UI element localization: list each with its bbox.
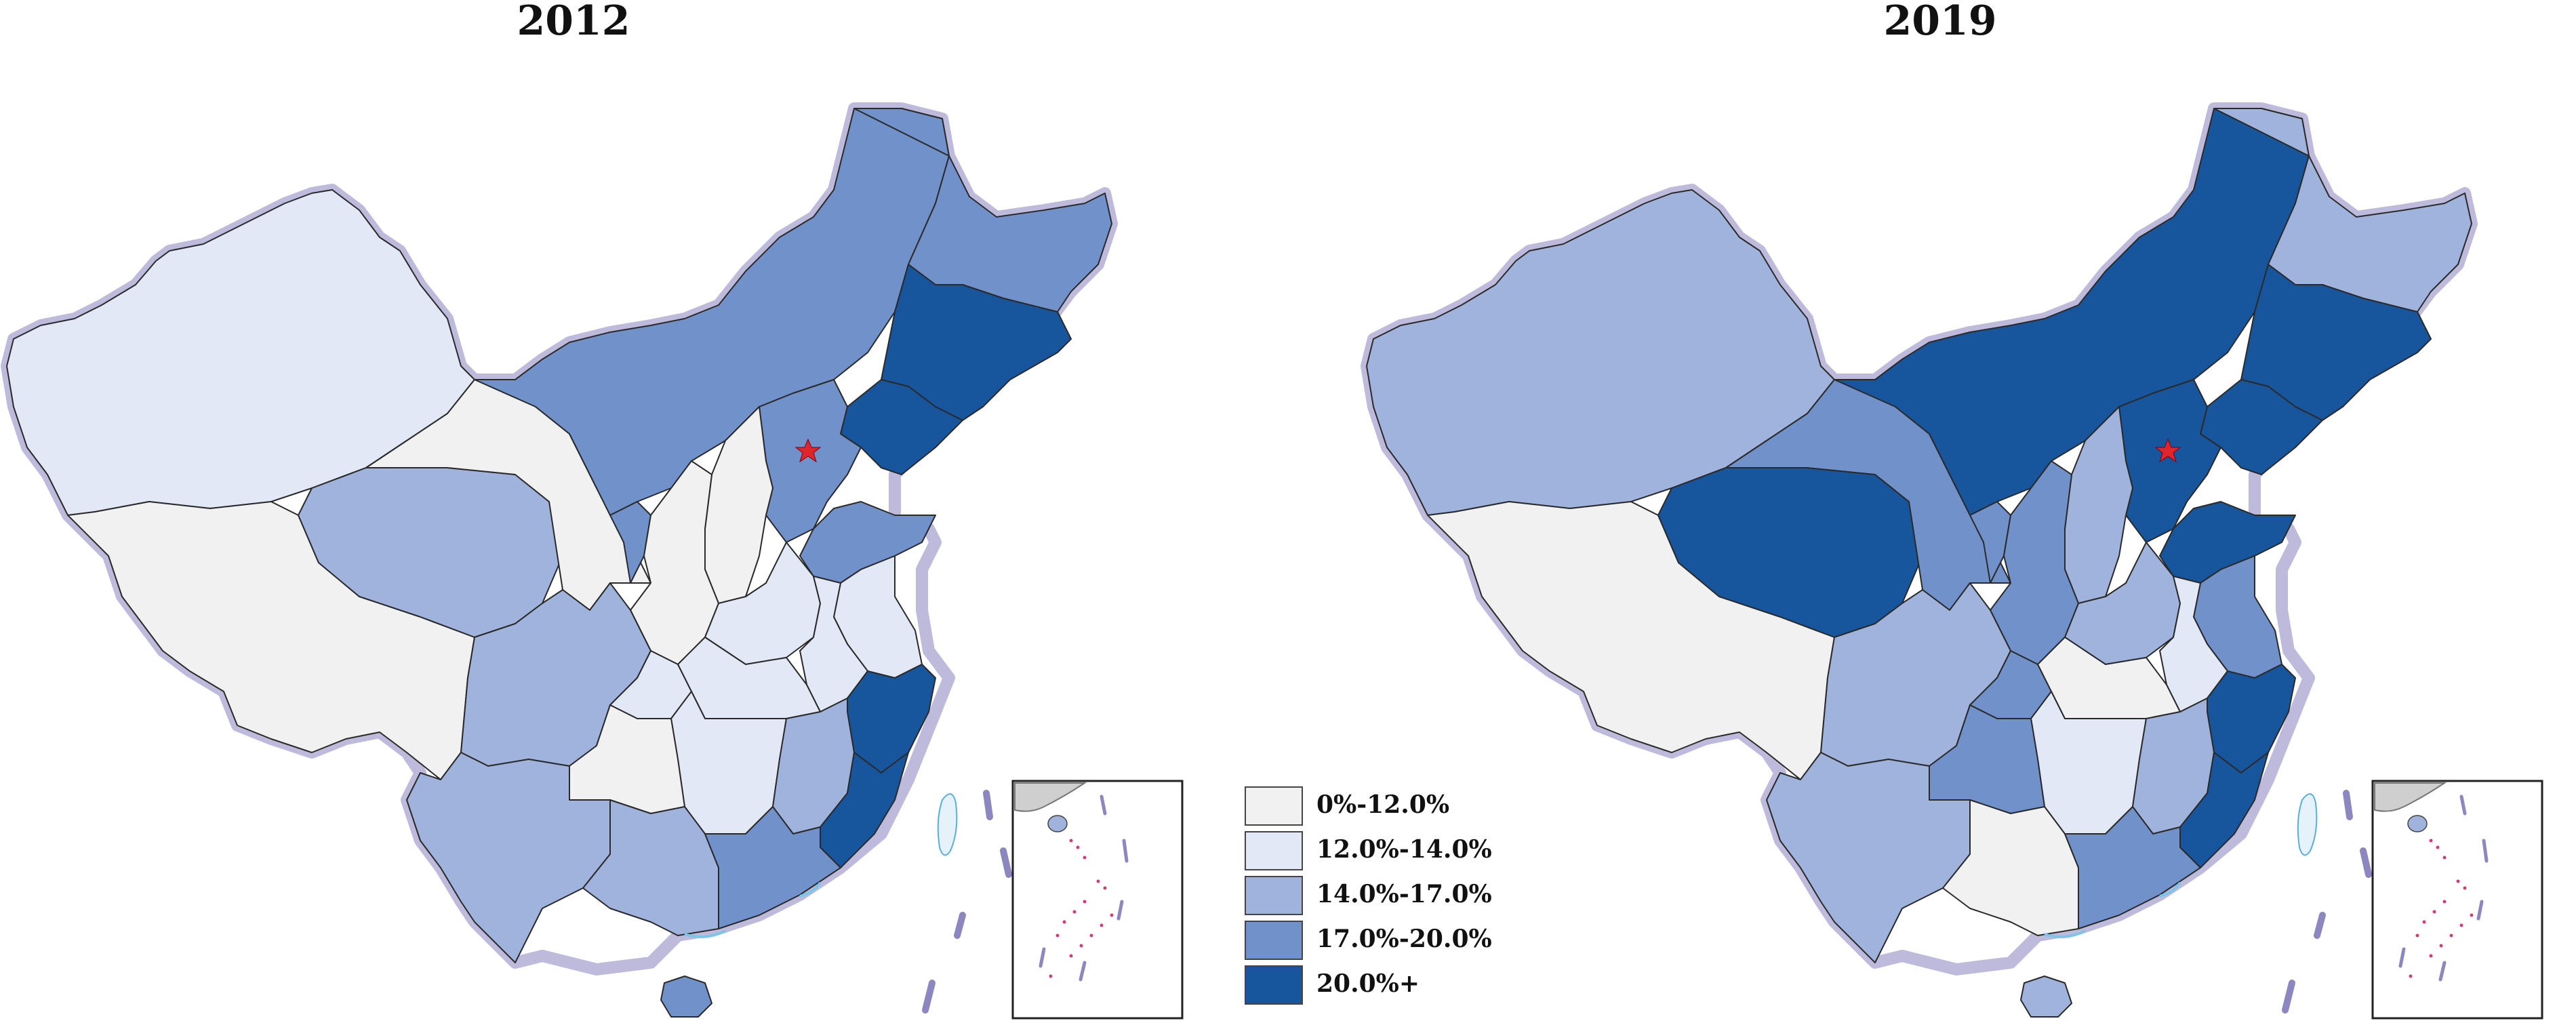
capital-star-icon — [2154, 438, 2181, 463]
coastline-accent — [2044, 881, 2181, 938]
region-tibet — [1427, 501, 1835, 780]
legend-label: 17.0%-20.0% — [1316, 925, 1492, 953]
sea-boundary-dash — [2360, 847, 2372, 878]
coastline-accent — [684, 881, 822, 938]
legend-item: 17.0%-20.0% — [1245, 921, 1516, 963]
legend-label: 14.0%-17.0% — [1316, 880, 1492, 908]
legend-swatch — [1245, 831, 1303, 870]
sea-boundary-dash — [1000, 847, 1012, 878]
region-hainan — [660, 976, 712, 1018]
region-guangxi — [582, 799, 719, 936]
legend-swatch — [1245, 876, 1303, 915]
south-china-sea-inset — [1011, 780, 1184, 1020]
choropleth-map-2012 — [1, 102, 1184, 1020]
legend-label: 0%-12.0% — [1316, 790, 1450, 819]
region-fujian — [820, 752, 909, 868]
sea-boundary-dash — [983, 790, 993, 820]
region-yunnan — [406, 752, 611, 963]
legend-swatch — [1245, 921, 1303, 960]
legend-item: 14.0%-17.0% — [1245, 876, 1516, 918]
choropleth-map-2019 — [1361, 102, 2543, 1020]
legend-item: 12.0%-14.0% — [1245, 831, 1516, 873]
taiwan-island — [2297, 793, 2318, 856]
region-guangdong — [704, 806, 841, 929]
region-tibet — [67, 501, 475, 780]
sea-boundary-dash — [954, 912, 966, 939]
sea-boundary-dash — [2282, 980, 2295, 1013]
sea-boundary-dash — [922, 980, 935, 1013]
map-title-2012: 2012 — [517, 0, 630, 45]
legend-item: 0%-12.0% — [1245, 786, 1516, 828]
region-guangdong — [2064, 806, 2201, 929]
region-guangxi — [1942, 799, 2079, 936]
region-yunnan — [1766, 752, 1971, 963]
map-title-2019: 2019 — [1883, 0, 1997, 45]
south-china-sea-inset — [2371, 780, 2543, 1020]
region-hainan — [2020, 976, 2072, 1018]
legend-swatch — [1245, 786, 1303, 826]
legend-label: 12.0%-14.0% — [1316, 835, 1492, 864]
legend-label: 20.0%+ — [1316, 969, 1420, 998]
sea-boundary-dash — [2343, 790, 2353, 820]
sea-boundary-dash — [2314, 912, 2326, 939]
capital-star-icon — [794, 438, 822, 463]
taiwan-island — [937, 793, 958, 856]
legend-item: 20.0%+ — [1245, 965, 1516, 1007]
region-fujian — [2179, 752, 2269, 868]
legend-swatch — [1245, 965, 1303, 1005]
